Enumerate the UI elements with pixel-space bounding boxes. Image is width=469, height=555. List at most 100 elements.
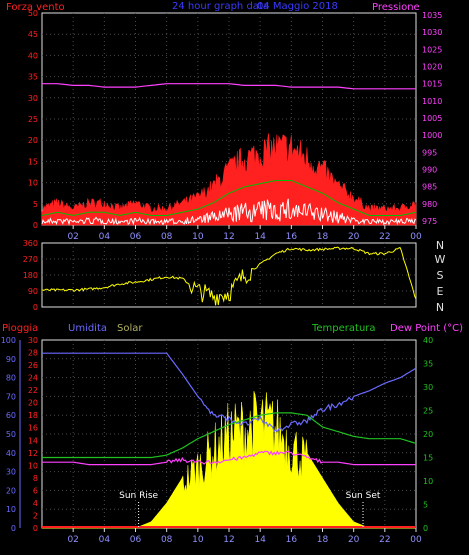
- humidity-axis-label: Umidita: [68, 323, 107, 334]
- temp-ytick-label: 0: [423, 524, 428, 533]
- temp-ytick-label: 25: [423, 407, 433, 416]
- wind-xtick-label: 06: [130, 232, 142, 242]
- temp-xtick-label: 10: [192, 535, 204, 545]
- wind-pressure-panel: 0510152025303540455097598098599099510001…: [28, 9, 443, 242]
- solar-axis-label: Solar: [117, 323, 143, 334]
- pressure-ytick-label: 990: [422, 166, 437, 175]
- rain-ytick-label: 18: [28, 411, 38, 420]
- wind-ytick-label: 35: [28, 73, 38, 82]
- pressure-ytick-label: 1000: [422, 131, 442, 140]
- temp-xtick-label: 08: [161, 535, 173, 545]
- temp-xtick-label: 12: [223, 535, 234, 545]
- wind-xtick-label: 12: [223, 232, 234, 242]
- direction-ytick-label: 360: [23, 239, 38, 248]
- wind-ytick-label: 45: [28, 30, 38, 39]
- temp-xtick-label: 18: [317, 535, 329, 545]
- humidity-series: [42, 352, 417, 433]
- temp-ytick-label: 20: [423, 430, 433, 439]
- wind-ytick-label: 50: [28, 9, 38, 18]
- rain-ytick-label: 4: [33, 499, 38, 508]
- temp-ytick-label: 40: [423, 336, 433, 345]
- temperature-humidity-panel: 0102030405060708090100024681012141618202…: [1, 336, 433, 545]
- humidity-ytick-label: 100: [1, 336, 16, 345]
- humidity-ytick-label: 50: [6, 430, 16, 439]
- pressure-ytick-label: 1025: [422, 45, 442, 54]
- pressure-ytick-label: 1020: [422, 63, 442, 72]
- wind-xtick-label: 18: [317, 232, 329, 242]
- wind-xtick-label: 04: [99, 232, 111, 242]
- temperature-axis-label: Temperatura: [311, 323, 376, 334]
- pressure-ytick-label: 1010: [422, 97, 442, 106]
- humidity-ytick-label: 80: [6, 374, 16, 383]
- rain-ytick-label: 0: [33, 524, 38, 533]
- sunrise-label: Sun Rise: [119, 491, 158, 501]
- pressure-ytick-label: 985: [422, 183, 437, 192]
- temp-ytick-label: 30: [423, 383, 433, 392]
- humidity-ytick-label: 30: [6, 468, 16, 477]
- temp-ytick-label: 10: [423, 477, 433, 486]
- pressure-ytick-label: 980: [422, 200, 437, 209]
- wind-xtick-label: 14: [254, 232, 266, 242]
- wind-xtick-label: 10: [192, 232, 204, 242]
- pressure-ytick-label: 975: [422, 217, 437, 226]
- temp-ytick-label: 5: [423, 501, 428, 510]
- gust-series: [41, 198, 417, 226]
- chart-title: 24 hour graph data: [172, 1, 269, 12]
- wind-xtick-label: 20: [348, 232, 360, 242]
- humidity-ytick-label: 70: [6, 392, 16, 401]
- rain-ytick-label: 26: [28, 361, 38, 370]
- direction-series: [41, 246, 417, 306]
- sunset-label: Sun Set: [346, 491, 381, 501]
- rain-ytick-label: 30: [28, 336, 38, 345]
- rain-ytick-label: 2: [33, 511, 38, 520]
- humidity-ytick-label: 90: [6, 355, 16, 364]
- humidity-ytick-label: 60: [6, 411, 16, 420]
- temp-xtick-label: 20: [348, 535, 360, 545]
- temp-xtick-label: 04: [99, 535, 111, 545]
- compass-label-e: E: [437, 285, 444, 298]
- rain-ytick-label: 22: [28, 386, 38, 395]
- wind-ytick-label: 20: [28, 136, 38, 145]
- chart-date: 04 Maggio 2018: [257, 1, 338, 12]
- humidity-ytick-label: 40: [6, 449, 16, 458]
- temp-xtick-label: 00: [410, 535, 422, 545]
- pressure-ytick-label: 1030: [422, 28, 442, 37]
- direction-ytick-label: 90: [28, 287, 38, 296]
- rain-ytick-label: 6: [33, 486, 38, 495]
- rain-axis-label: Pioggia: [2, 323, 38, 334]
- temp-xtick-label: 06: [130, 535, 142, 545]
- temp-xtick-label: 16: [286, 535, 298, 545]
- wind-axis-label: Forza vento: [6, 2, 65, 13]
- temp-xtick-label: 22: [379, 535, 390, 545]
- temp-xtick-label: 02: [67, 535, 78, 545]
- direction-ytick-label: 0: [33, 303, 38, 312]
- pressure-ytick-label: 1035: [422, 11, 442, 20]
- humidity-ytick-label: 20: [6, 486, 16, 495]
- wind-ytick-label: 40: [28, 51, 38, 60]
- wind-xtick-label: 02: [67, 232, 78, 242]
- wind-ytick-label: 15: [28, 157, 38, 166]
- pressure-ytick-label: 1015: [422, 80, 442, 89]
- dewpoint-axis-label: Dew Point (°C): [390, 323, 463, 334]
- temp-ytick-label: 15: [423, 454, 433, 463]
- wind-xtick-label: 00: [410, 232, 422, 242]
- humidity-ytick-label: 0: [11, 524, 16, 533]
- compass-label-n: N: [436, 239, 444, 252]
- wind-ytick-label: 25: [28, 115, 38, 124]
- rain-ytick-label: 24: [28, 374, 38, 383]
- dewpoint-series: [42, 450, 416, 466]
- compass-label-s: S: [437, 269, 444, 282]
- temp-ytick-label: 35: [423, 360, 433, 369]
- compass-label-n: N: [436, 301, 444, 314]
- direction-ytick-label: 180: [23, 271, 38, 280]
- wind-xtick-label: 16: [286, 232, 298, 242]
- wind-ytick-label: 30: [28, 94, 38, 103]
- rain-ytick-label: 10: [28, 461, 38, 470]
- compass-label-w: W: [435, 253, 446, 266]
- rain-ytick-label: 16: [28, 424, 38, 433]
- humidity-ytick-label: 10: [6, 505, 16, 514]
- wind-ytick-label: 10: [28, 179, 38, 188]
- wind-xtick-label: 22: [379, 232, 390, 242]
- pressure-ytick-label: 995: [422, 148, 437, 157]
- rain-ytick-label: 14: [28, 436, 38, 445]
